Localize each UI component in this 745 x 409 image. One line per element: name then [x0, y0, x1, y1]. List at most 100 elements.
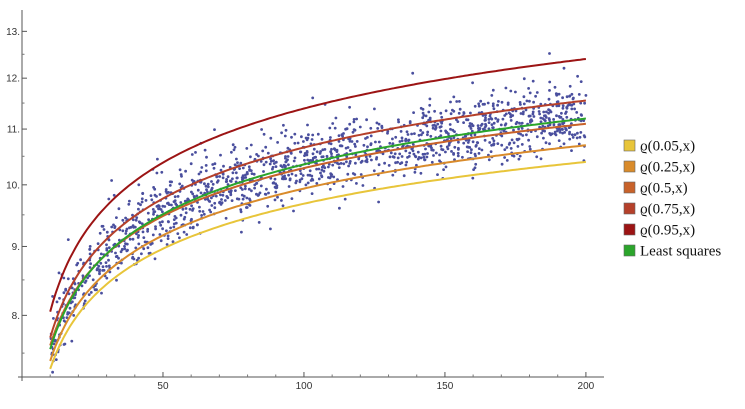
scatter-point [210, 196, 213, 200]
scatter-point [134, 246, 138, 250]
scatter-point [207, 199, 211, 203]
scatter-point [182, 217, 186, 221]
scatter-point [525, 133, 528, 137]
scatter-point [294, 174, 298, 177]
scatter-point [132, 257, 136, 261]
scatter-point [96, 267, 99, 270]
scatter-point [152, 210, 156, 214]
scatter-point [377, 122, 381, 126]
scatter-point [54, 358, 58, 361]
scatter-point [518, 154, 522, 158]
scatter-point [406, 133, 410, 136]
scatter-point [576, 131, 579, 135]
scatter-point [473, 133, 477, 137]
scatter-point [218, 175, 222, 178]
scatter-point [139, 203, 142, 207]
scatter-point [451, 128, 455, 132]
scatter-point [203, 148, 207, 152]
scatter-point [264, 145, 268, 149]
scatter-point [375, 157, 378, 161]
scatter-point [231, 177, 234, 181]
scatter-point [273, 177, 277, 181]
scatter-point [452, 152, 455, 155]
axes: 50 100 150 200 8. 9. 10. 11. 12. 13. [6, 10, 604, 392]
scatter-point [282, 123, 285, 127]
scatter-point [496, 120, 500, 123]
scatter-point [439, 134, 443, 138]
scatter-point [469, 125, 472, 128]
scatter-point [214, 194, 218, 198]
scatter-point [548, 132, 552, 135]
scatter-point [137, 234, 141, 237]
scatter-point [147, 252, 151, 255]
scatter-point [234, 189, 237, 193]
scatter-point [434, 151, 438, 155]
scatter-point [453, 158, 456, 162]
scatter-point [386, 129, 390, 133]
scatter-point [284, 160, 288, 164]
scatter-point [110, 225, 114, 229]
scatter-point [570, 133, 574, 137]
scatter-point [487, 158, 491, 162]
scatter-point [456, 151, 460, 155]
scatter-point [224, 216, 228, 220]
scatter-point [501, 117, 505, 121]
scatter-point [124, 229, 128, 233]
legend-swatch [623, 202, 636, 215]
scatter-point [490, 123, 494, 126]
scatter-point [479, 99, 483, 103]
scatter-point [184, 207, 188, 210]
scatter-point [473, 104, 477, 108]
scatter-point [200, 214, 204, 217]
scatter-point [86, 276, 89, 280]
scatter-point [269, 136, 273, 140]
scatter-point [272, 162, 276, 165]
scatter-point [222, 164, 225, 168]
scatter-point [272, 159, 275, 163]
scatter-point [211, 182, 215, 186]
scatter-point [383, 161, 386, 165]
scatter-point [365, 118, 368, 122]
scatter-point [233, 163, 237, 167]
scatter-point [433, 123, 436, 127]
scatter-point [416, 150, 420, 154]
scatter-point [492, 143, 495, 147]
scatter-point [105, 243, 108, 247]
scatter-point [219, 193, 222, 197]
scatter-point [124, 242, 127, 246]
scatter-point [346, 172, 350, 176]
scatter-point [319, 171, 322, 175]
scatter-point [82, 302, 86, 305]
scatter-point [248, 204, 252, 207]
scatter-point [518, 121, 521, 125]
scatter-point [306, 173, 310, 177]
scatter-point [391, 173, 395, 177]
scatter-point [173, 215, 177, 218]
scatter-point [107, 258, 110, 262]
scatter-point [471, 176, 475, 180]
scatter-point [210, 180, 213, 183]
scatter-point [99, 261, 103, 265]
scatter-point [397, 120, 400, 124]
scatter-point [347, 164, 350, 168]
scatter-point [350, 140, 354, 143]
scatter-point [190, 153, 194, 156]
scatter-point [328, 176, 332, 180]
scatter-point [509, 147, 513, 150]
scatter-point [426, 130, 430, 134]
scatter-point [290, 197, 294, 201]
scatter-point [70, 339, 74, 343]
scatter-point [480, 122, 484, 126]
legend-swatch [623, 139, 636, 152]
scatter-point [453, 145, 457, 149]
scatter-point [391, 137, 394, 141]
scatter-point [397, 118, 400, 122]
scatter-point [373, 107, 376, 111]
scatter-point [310, 192, 314, 196]
scatter-point [198, 205, 201, 209]
scatter-point [473, 152, 477, 156]
scatter-point [306, 181, 310, 185]
scatter-point [398, 140, 402, 143]
scatter-point [465, 118, 468, 122]
scatter-point [287, 163, 290, 167]
